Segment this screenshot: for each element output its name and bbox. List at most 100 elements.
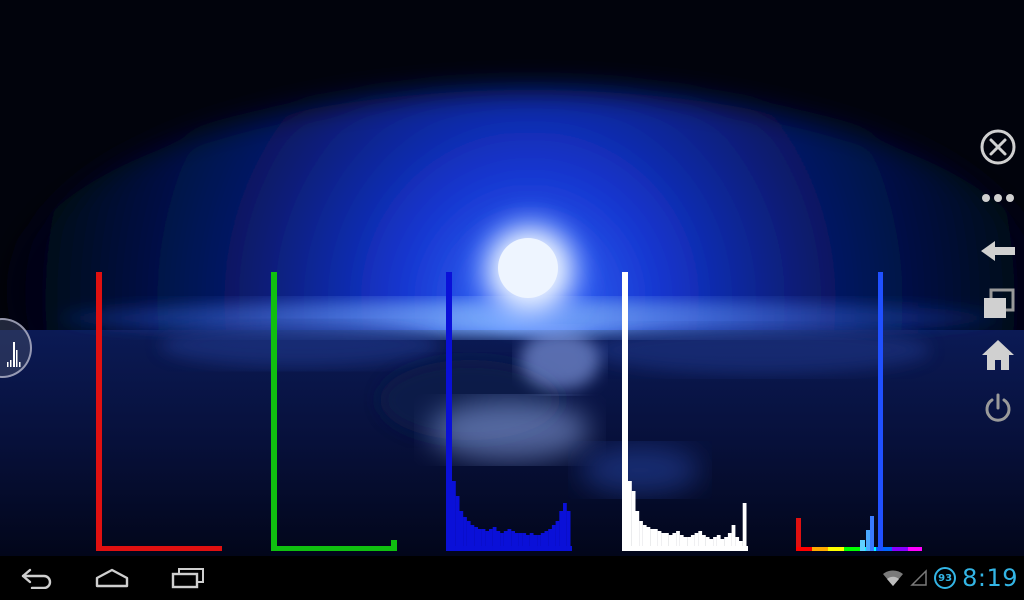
hue-bin bbox=[808, 547, 810, 551]
histogram-bin bbox=[555, 521, 560, 551]
signal-icon bbox=[910, 569, 927, 586]
histogram-bin bbox=[639, 521, 643, 551]
histogram-bin bbox=[563, 503, 567, 551]
histogram-bin bbox=[705, 537, 710, 551]
nav-home-button[interactable] bbox=[88, 562, 136, 594]
hue-bin bbox=[828, 547, 830, 551]
hue-bin bbox=[838, 547, 840, 551]
hue-bin bbox=[856, 547, 858, 551]
histogram-bin bbox=[724, 537, 728, 551]
histogram-blue bbox=[446, 272, 572, 551]
histogram-bin bbox=[731, 525, 736, 551]
histogram-spike bbox=[96, 272, 102, 551]
hue-bin bbox=[876, 547, 878, 551]
histogram-hue bbox=[796, 272, 922, 551]
hue-bin bbox=[796, 547, 798, 551]
home-control-button[interactable] bbox=[978, 335, 1018, 375]
hue-bin bbox=[906, 547, 908, 551]
histogram-bin bbox=[533, 535, 538, 551]
hue-bin bbox=[894, 547, 896, 551]
more-options-button[interactable] bbox=[978, 178, 1018, 218]
hue-bin bbox=[916, 547, 918, 551]
nav-recents-button[interactable] bbox=[164, 562, 212, 594]
histogram-bin bbox=[742, 503, 747, 551]
hue-bin bbox=[844, 547, 846, 551]
histogram-bin bbox=[720, 539, 725, 551]
histogram-bin bbox=[452, 481, 456, 551]
histogram-bin bbox=[529, 533, 534, 551]
histogram-bin bbox=[727, 533, 732, 551]
histogram-bin bbox=[474, 527, 478, 551]
histogram-bin bbox=[687, 537, 691, 551]
histogram-bin bbox=[507, 529, 512, 551]
histogram-bin bbox=[698, 531, 703, 551]
back-control-button[interactable] bbox=[978, 231, 1018, 271]
histogram-bin bbox=[459, 511, 464, 551]
histogram-bin bbox=[485, 531, 490, 551]
hue-bin bbox=[816, 547, 818, 551]
hue-bin bbox=[842, 547, 844, 551]
hue-bin bbox=[914, 547, 916, 551]
hue-bin bbox=[810, 547, 812, 551]
hue-bin bbox=[920, 547, 922, 551]
histogram-bin bbox=[481, 529, 486, 551]
histogram-bin bbox=[716, 535, 721, 551]
histogram-bin bbox=[503, 531, 508, 551]
histogram-spike bbox=[271, 272, 277, 551]
nav-back-button[interactable] bbox=[14, 562, 62, 594]
hue-bin bbox=[820, 547, 822, 551]
histogram-bin bbox=[463, 517, 467, 551]
hue-bin bbox=[802, 547, 804, 551]
hue-bin bbox=[848, 547, 850, 551]
hue-bin bbox=[918, 547, 920, 551]
close-circle-icon bbox=[980, 129, 1016, 165]
histogram-bin bbox=[690, 535, 695, 551]
histogram-bin bbox=[635, 511, 640, 551]
status-area: 93 8:19 bbox=[882, 562, 1018, 594]
histogram-bin bbox=[642, 525, 647, 551]
histogram-bin bbox=[566, 511, 571, 551]
histogram-bin bbox=[735, 537, 740, 551]
hue-bin bbox=[834, 547, 836, 551]
histogram-bin bbox=[694, 533, 699, 551]
histogram-red bbox=[96, 272, 222, 551]
histogram-bin bbox=[665, 533, 669, 551]
histogram-bin bbox=[628, 481, 632, 551]
recent-windows-icon bbox=[984, 288, 1015, 318]
hue-bin bbox=[818, 547, 820, 551]
histogram-bin bbox=[650, 529, 654, 551]
hue-bin bbox=[892, 547, 894, 551]
hue-bin bbox=[812, 547, 814, 551]
histogram-bin bbox=[537, 535, 541, 551]
hue-bin-mid bbox=[866, 530, 870, 551]
histogram-green bbox=[271, 272, 397, 551]
histogram-bin bbox=[679, 535, 684, 551]
histogram-bin bbox=[496, 531, 501, 551]
nav-recents-icon bbox=[171, 568, 204, 589]
histogram-bin bbox=[526, 535, 530, 551]
close-button[interactable] bbox=[978, 127, 1018, 167]
power-icon bbox=[985, 393, 1011, 422]
histogram-bin bbox=[672, 533, 677, 551]
windows-button[interactable] bbox=[978, 284, 1018, 324]
histogram-bin bbox=[668, 535, 673, 551]
histogram-spike bbox=[622, 272, 628, 551]
histogram-end-bin bbox=[391, 540, 397, 551]
histogram-bin bbox=[676, 531, 680, 551]
hue-bin bbox=[804, 547, 806, 551]
histogram-baseline bbox=[96, 546, 222, 551]
hue-spike bbox=[878, 272, 883, 551]
nav-home-icon bbox=[95, 568, 129, 588]
histogram-bin bbox=[477, 529, 482, 551]
hue-start-bar bbox=[796, 518, 801, 551]
hue-bin bbox=[800, 547, 802, 551]
hue-bin bbox=[850, 547, 852, 551]
clock: 8:19 bbox=[962, 564, 1018, 592]
histogram-bin bbox=[739, 541, 743, 551]
hue-bin bbox=[904, 547, 906, 551]
hue-bin bbox=[798, 547, 800, 551]
hue-bin bbox=[890, 547, 892, 551]
power-button[interactable] bbox=[978, 388, 1018, 428]
hue-bin bbox=[824, 547, 826, 551]
hue-bin bbox=[888, 547, 890, 551]
